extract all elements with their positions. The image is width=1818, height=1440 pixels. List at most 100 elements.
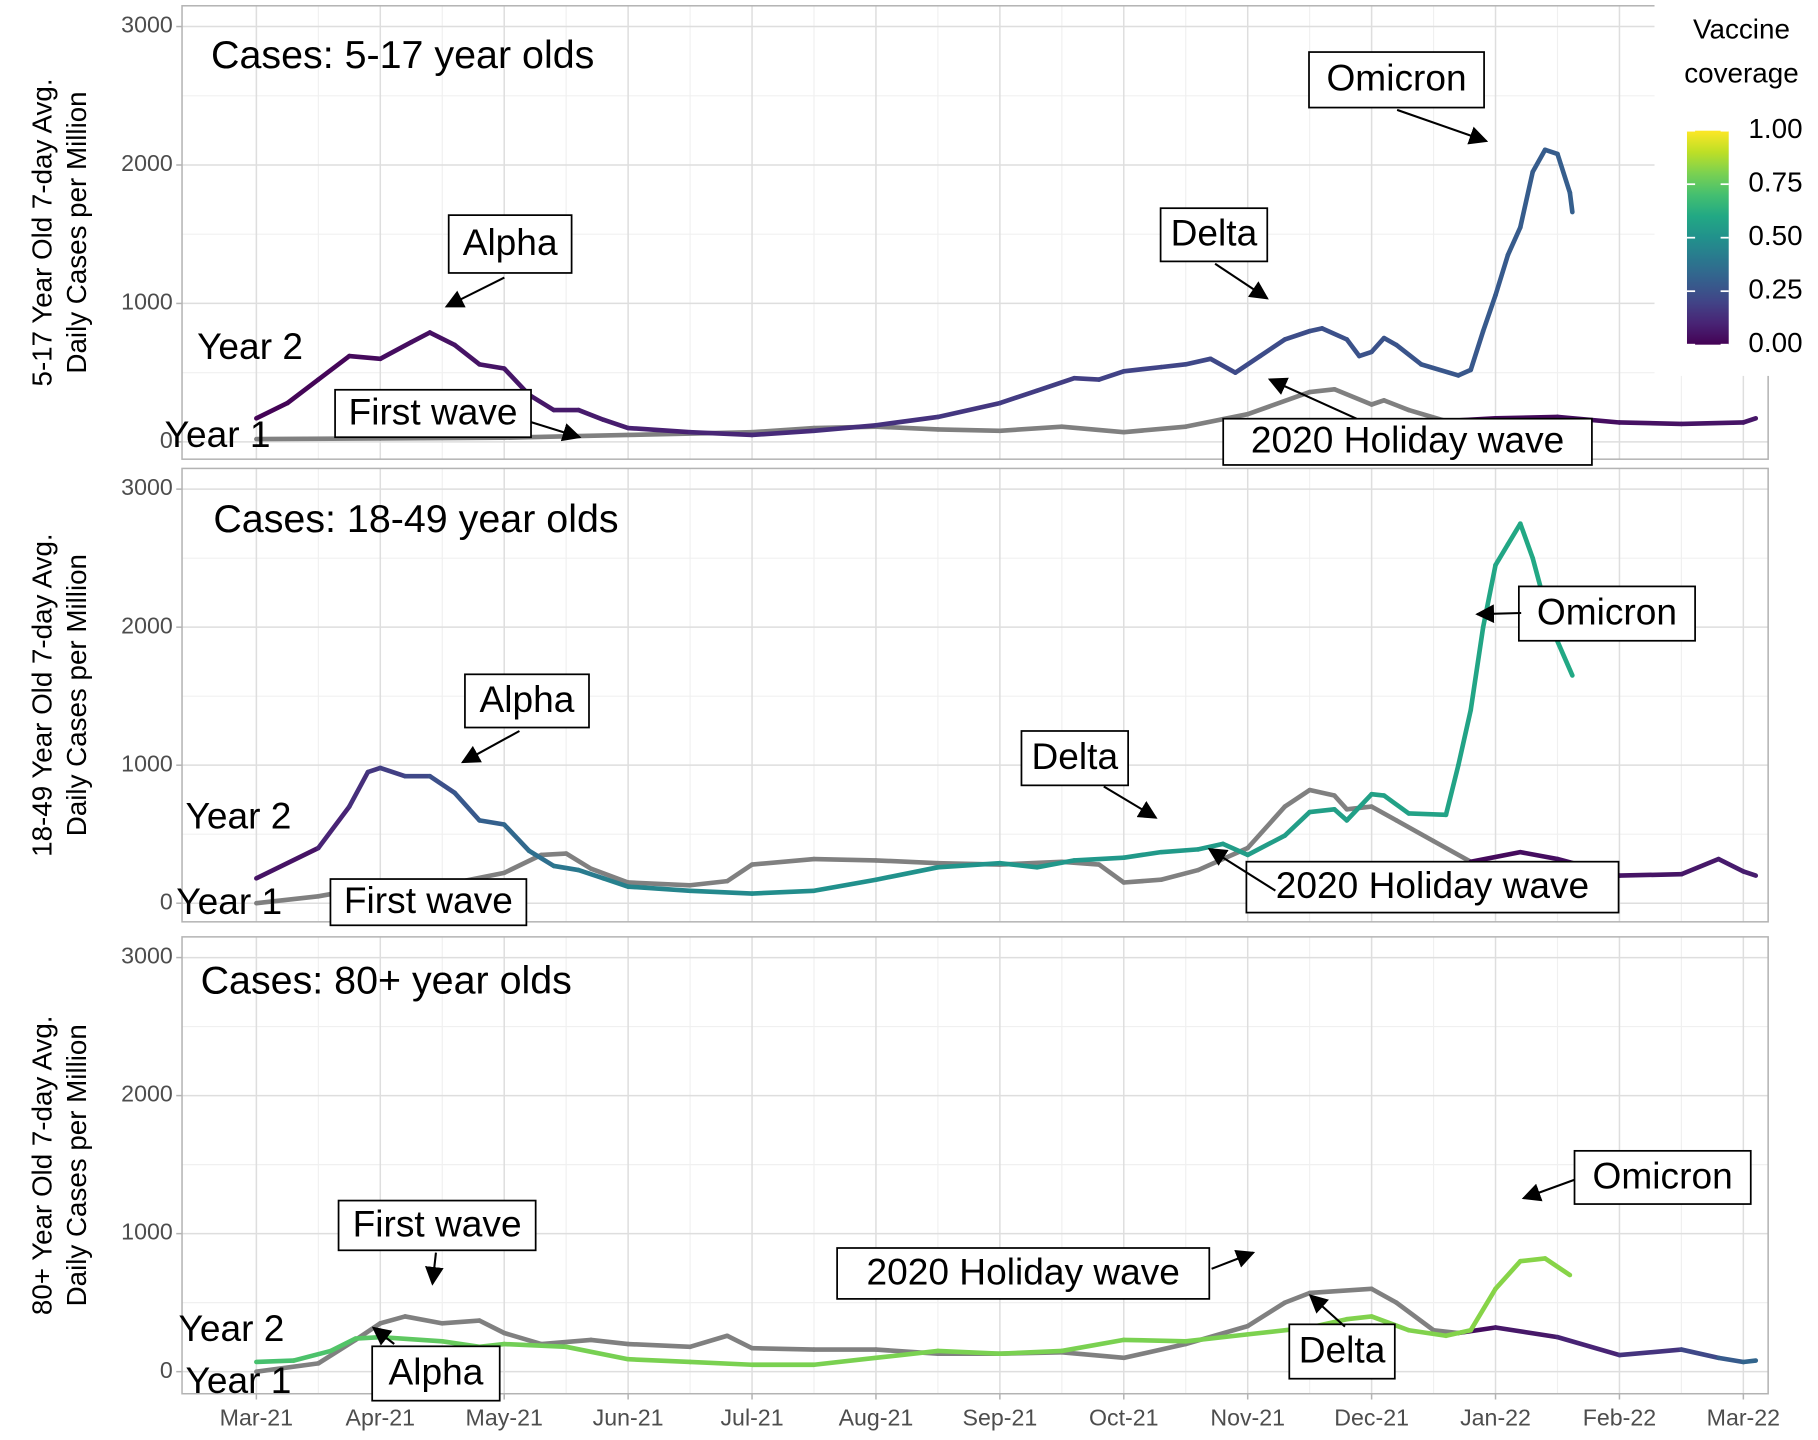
line-segment — [1121, 877, 1164, 885]
line-segment — [1344, 1314, 1374, 1322]
annotation-arrow — [1521, 1178, 1575, 1202]
line-segment — [1443, 1327, 1474, 1339]
line-segment — [1741, 1358, 1759, 1365]
line-segment — [1096, 368, 1127, 382]
line-segment — [811, 877, 879, 894]
line-segment — [1617, 420, 1684, 427]
line-segment — [1505, 224, 1523, 258]
line-segment — [601, 876, 631, 889]
line-segment — [873, 858, 941, 866]
line-segment — [749, 888, 817, 896]
line-segment — [1183, 411, 1251, 429]
line-segment — [1468, 849, 1523, 865]
line-segment — [501, 822, 532, 854]
line-segment — [1394, 818, 1436, 844]
annotation-box — [836, 1247, 1211, 1300]
x-tick-label: Aug-21 — [839, 1404, 914, 1430]
series-label: Year 1 — [186, 1359, 292, 1401]
colorbar-label: 0.50 — [1748, 220, 1802, 251]
line-segment — [402, 1314, 445, 1326]
line-segment — [1121, 1337, 1189, 1344]
line-segment — [1183, 1332, 1251, 1344]
line-segment — [254, 436, 383, 442]
line-segment — [285, 377, 321, 406]
annotation-box — [334, 388, 532, 439]
line-segment — [588, 1337, 631, 1347]
legend-title: Vaccine — [1693, 14, 1790, 45]
annotation-arrow — [1267, 377, 1357, 420]
line-segment — [1307, 787, 1337, 798]
line-segment — [1493, 252, 1511, 298]
x-tick-label: Mar-22 — [1707, 1404, 1780, 1430]
y-tick-label: 2000 — [121, 150, 173, 176]
line-segment — [935, 427, 1003, 434]
line-segment — [601, 417, 631, 431]
line-segment — [1394, 1300, 1436, 1333]
line-segment — [316, 353, 352, 382]
x-tick-label: Mar-21 — [220, 1404, 293, 1430]
line-segment — [346, 769, 371, 809]
line-segment — [1096, 862, 1127, 885]
line-segment — [1555, 1334, 1622, 1358]
line-segment — [1493, 1325, 1560, 1340]
line-segment — [1121, 424, 1189, 435]
line-segment — [452, 342, 482, 367]
annotation-label: Alpha — [389, 1350, 484, 1392]
annotation-box — [329, 878, 528, 927]
line-segment — [1282, 787, 1312, 809]
line-segment — [254, 1361, 321, 1374]
line-segment — [1369, 1286, 1399, 1305]
line-segment — [997, 860, 1040, 870]
line-segment — [1505, 521, 1523, 547]
line-segment — [724, 1333, 755, 1351]
line-segment — [254, 400, 290, 421]
line-segment — [873, 424, 941, 432]
x-tick-label: Oct-21 — [1089, 1404, 1159, 1430]
line-segment — [997, 388, 1040, 406]
annotation-box — [447, 214, 573, 274]
annotation-arrow — [1207, 847, 1276, 892]
line-segment — [1542, 1256, 1573, 1278]
line-segment — [1121, 1341, 1189, 1361]
line-segment — [1158, 847, 1201, 855]
line-segment — [526, 392, 557, 413]
line-segment — [997, 424, 1065, 434]
line-segment — [1282, 328, 1312, 342]
line-segment — [811, 422, 879, 434]
line-segment — [811, 856, 879, 863]
legend-background — [1654, 0, 1818, 376]
line-segment — [346, 353, 383, 362]
y-axis-label: Daily Cases per Million — [61, 1024, 92, 1306]
line-segment — [254, 893, 321, 906]
line-segment — [1517, 1256, 1548, 1264]
line-segment — [1679, 420, 1746, 427]
line-segment — [1493, 1258, 1523, 1292]
x-tick-label: Apr-21 — [345, 1404, 415, 1430]
line-segment — [501, 852, 544, 876]
line-segment — [1121, 364, 1164, 374]
annotation-arrow — [1396, 108, 1489, 145]
y-tick-label: 0 — [160, 427, 173, 453]
line-segment — [551, 863, 581, 873]
line-segment — [1617, 1347, 1684, 1358]
line-segment — [377, 339, 414, 362]
line-segment — [1034, 858, 1077, 870]
line-segment — [1567, 190, 1575, 215]
line-segment — [1332, 386, 1374, 407]
line-segment — [477, 1318, 507, 1336]
line-segment — [749, 428, 817, 438]
line-segment — [749, 856, 817, 867]
line-segment — [1220, 841, 1251, 858]
series-label: Year 2 — [186, 795, 292, 837]
line-segment — [1480, 292, 1498, 334]
line-segment — [1245, 1300, 1288, 1329]
line-segment — [501, 1341, 569, 1350]
line-segment — [625, 1356, 693, 1365]
line-segment — [935, 860, 1003, 870]
y-tick-label: 0 — [160, 1357, 173, 1383]
line-segment — [1158, 362, 1189, 370]
annotation-arrow — [460, 730, 520, 764]
line-segment — [687, 429, 755, 438]
line-segment — [452, 790, 482, 823]
line-segment — [873, 864, 941, 883]
